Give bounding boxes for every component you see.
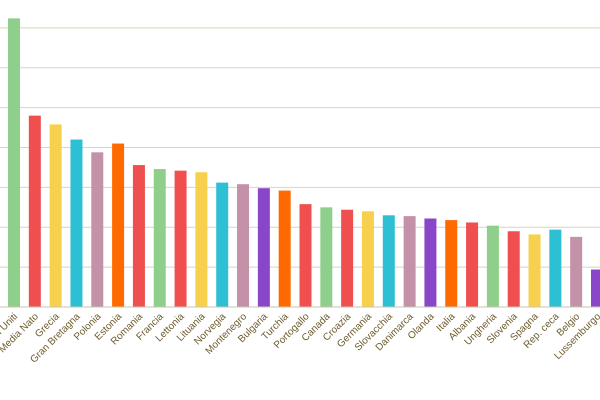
bar: [153, 169, 166, 307]
bar: [361, 211, 374, 307]
bar: [341, 209, 354, 307]
bar: [382, 215, 395, 307]
bar: [91, 152, 104, 307]
bar: [237, 184, 250, 307]
bar: [591, 269, 600, 307]
bar: [570, 236, 583, 307]
bar: [132, 165, 145, 307]
bar: [445, 220, 458, 307]
bar: [549, 229, 562, 307]
bar: [403, 216, 416, 307]
bar: [174, 170, 187, 307]
bar: [424, 218, 437, 307]
bars: [8, 18, 600, 308]
bar: [299, 204, 312, 307]
bar: [216, 182, 229, 307]
bar: [28, 115, 41, 307]
bar: [278, 190, 291, 307]
bar: [49, 124, 62, 307]
bar: [320, 207, 333, 307]
bar: [507, 231, 520, 307]
bar: [8, 18, 20, 308]
bar: [528, 234, 541, 307]
bar: [466, 222, 479, 307]
bar: [195, 172, 208, 307]
bar: [486, 225, 499, 307]
bar: [70, 139, 83, 307]
bar: [112, 143, 125, 307]
bar: [257, 188, 270, 307]
